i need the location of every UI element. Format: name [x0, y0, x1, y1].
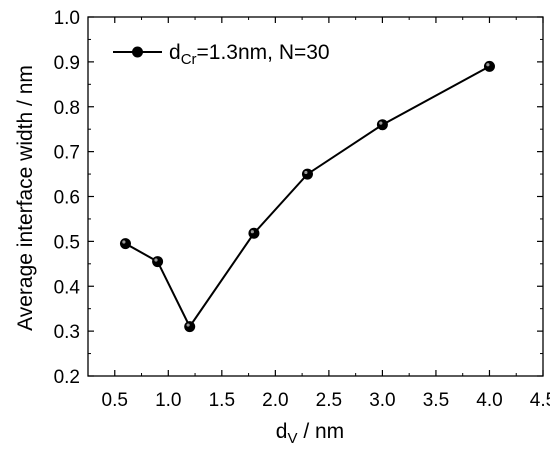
- y-tick-label: 0.3: [54, 322, 80, 343]
- data-point-highlight: [379, 121, 383, 125]
- x-axis-label: dV / nm: [276, 420, 344, 447]
- data-point: [248, 227, 260, 239]
- x-tick-label: 4.0: [476, 390, 502, 411]
- y-axis-ticks: 0.2 0.3 0.4 0.5 0.6 0.7 0.8 0.9 1.0: [54, 8, 543, 388]
- x-tick-label: 3.5: [423, 390, 449, 411]
- y-tick-label: 0.7: [54, 143, 80, 164]
- y-tick-label: 0.5: [54, 232, 80, 253]
- data-point-highlight: [304, 170, 308, 175]
- x-tick-label: 0.5: [102, 390, 128, 411]
- x-axis-label-sub: V: [287, 430, 297, 447]
- data-point-highlight: [486, 63, 490, 67]
- x-axis-label-rest: / nm: [298, 420, 345, 443]
- legend-label: dCr=1.3nm, N=30: [169, 41, 330, 68]
- x-tick-label: 2.0: [262, 390, 288, 411]
- x-tick-label: 1.0: [155, 390, 181, 411]
- data-point-highlight: [250, 230, 254, 234]
- x-tick-label: 3.0: [369, 390, 395, 411]
- data-point: [376, 119, 388, 131]
- data-point: [119, 238, 131, 250]
- x-tick-label: 4.5: [530, 390, 550, 411]
- y-tick-label: 1.0: [54, 8, 80, 29]
- series-line: [119, 60, 495, 333]
- y-tick-label: 0.8: [54, 98, 80, 119]
- legend-label-rest: =1.3nm, N=30: [197, 41, 330, 64]
- legend: dCr=1.3nm, N=30: [113, 41, 330, 68]
- plot-frame: [87, 16, 544, 377]
- y-tick-label: 0.6: [54, 188, 80, 209]
- x-tick-label: 1.5: [209, 390, 235, 411]
- data-point: [152, 256, 164, 268]
- data-point-highlight: [122, 240, 126, 244]
- data-point: [301, 168, 313, 180]
- x-axis-label-main: d: [276, 420, 288, 443]
- legend-label-sub: Cr: [181, 51, 197, 68]
- data-point: [184, 321, 196, 333]
- data-point: [483, 60, 495, 72]
- legend-marker-sample: [132, 46, 143, 58]
- x-tick-label: 2.5: [316, 390, 342, 411]
- data-point-highlight: [186, 323, 190, 327]
- legend-label-main: d: [169, 41, 181, 64]
- plot-border: [87, 16, 544, 377]
- y-tick-label: 0.9: [54, 53, 80, 74]
- y-tick-label: 0.4: [54, 277, 81, 298]
- series-polyline: [125, 65, 490, 329]
- y-tick-label: 0.2: [54, 367, 80, 388]
- y-axis-label: Average interface width / nm: [14, 65, 37, 331]
- data-point-highlight: [154, 258, 158, 262]
- x-axis-ticks: 0.5 1.0 1.5 2.0 2.5 3.0 3.5 4.0 4.5: [102, 17, 550, 411]
